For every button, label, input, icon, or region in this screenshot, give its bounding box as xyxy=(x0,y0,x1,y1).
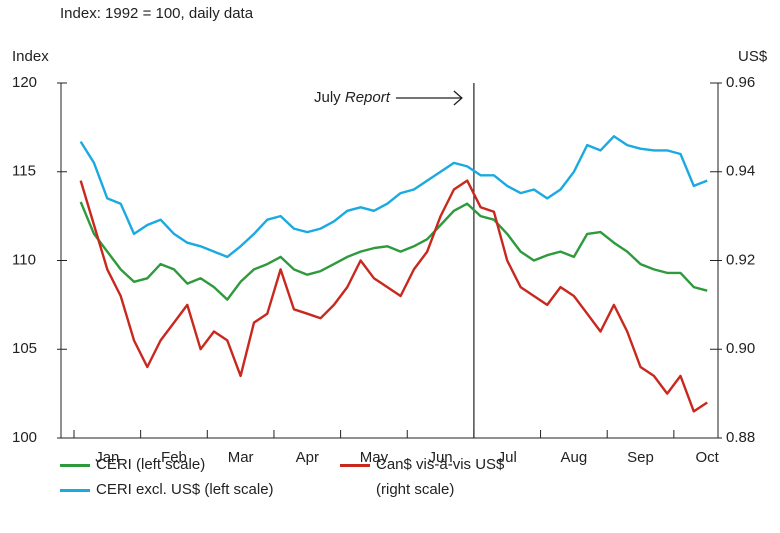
legend-item: CERI excl. US$ (left scale) xyxy=(60,481,356,502)
legend-label: CERI excl. US$ (left scale) xyxy=(96,481,274,498)
legend-swatch xyxy=(340,464,370,467)
x-tick-label: Jun xyxy=(428,449,452,466)
legend-swatch xyxy=(60,464,90,467)
annotation: July Report xyxy=(314,89,391,106)
annotation-arrowhead xyxy=(453,90,463,106)
y-tick-label: 115 xyxy=(12,163,36,180)
y2-tick-label: 0.90 xyxy=(726,340,755,357)
x-tick-label: Apr xyxy=(296,449,319,466)
y-tick-label: 120 xyxy=(12,74,37,91)
x-tick-label: Aug xyxy=(561,449,588,466)
legend-label: Can$ vis-à-vis US$ (right scale) xyxy=(376,456,505,498)
x-tick-label: Oct xyxy=(696,449,720,466)
series-line xyxy=(79,135,708,259)
legend-item: CERI (left scale) xyxy=(60,456,296,477)
y2-tick-label: 0.92 xyxy=(726,251,755,268)
legend-swatch xyxy=(60,489,90,492)
x-tick-label: Jul xyxy=(498,449,517,466)
x-tick-label: Feb xyxy=(161,449,187,466)
y2-tick-label: 0.96 xyxy=(726,74,755,91)
x-tick-label: Mar xyxy=(228,449,254,466)
subtitle: Index: 1992 = 100, daily data xyxy=(60,5,254,22)
annotation-text: July xyxy=(314,89,341,106)
y-axis-label: Index xyxy=(12,48,49,65)
y-tick-label: 100 xyxy=(12,429,37,446)
x-tick-label: May xyxy=(360,449,389,466)
x-tick-label: Jan xyxy=(95,449,119,466)
annotation-text: Report xyxy=(345,89,391,106)
y-tick-label: 105 xyxy=(12,340,37,357)
y2-tick-label: 0.94 xyxy=(726,163,755,180)
series-line xyxy=(79,201,708,301)
series-line xyxy=(79,179,708,413)
legend-label: CERI (left scale) xyxy=(96,456,206,473)
x-tick-label: Sep xyxy=(627,449,654,466)
legend-item: Can$ vis-à-vis US$ (right scale) xyxy=(340,456,526,502)
y2-axis-label: US$ xyxy=(738,48,768,65)
y-tick-label: 110 xyxy=(12,251,36,268)
y2-tick-label: 0.88 xyxy=(726,429,755,446)
